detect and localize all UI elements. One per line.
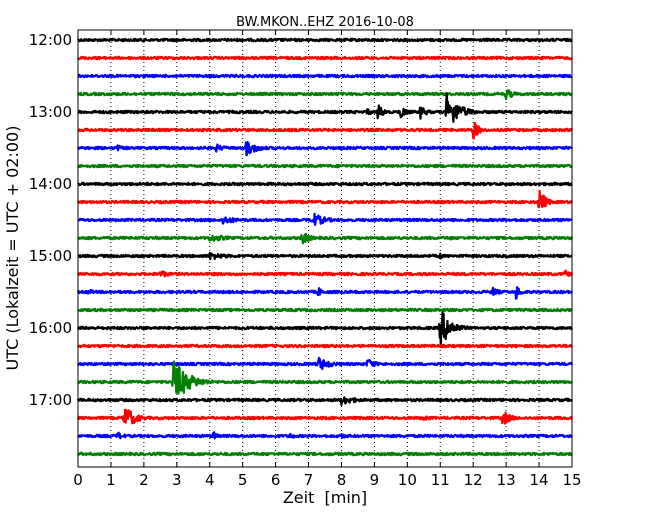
trace-1430 — [77, 212, 573, 226]
y-axis-label: UTC (Lokalzeit = UTC + 02:00) — [3, 126, 22, 371]
x-tick-label: 4 — [205, 471, 215, 489]
y-tick-label: 13:00 — [29, 103, 72, 121]
trace-1700 — [76, 396, 574, 406]
x-tick-label: 0 — [73, 471, 83, 489]
x-tick-label: 10 — [398, 471, 417, 489]
grid-lines — [110, 30, 540, 467]
x-tick-label: 1 — [106, 471, 116, 489]
trace-1730 — [76, 431, 573, 440]
seismic-traces — [76, 37, 574, 457]
x-tick-label: 7 — [304, 471, 314, 489]
plot-frame — [77, 29, 573, 468]
y-tick-label: 17:00 — [29, 391, 72, 409]
trace-1445 — [77, 232, 574, 245]
trace-1630 — [77, 356, 574, 371]
trace-1315 — [77, 121, 573, 140]
x-tick-label: 13 — [497, 471, 516, 489]
trace-1645 — [77, 360, 573, 395]
trace-1330 — [76, 140, 573, 157]
trace-1715 — [76, 408, 574, 425]
x-tick-label: 6 — [271, 471, 281, 489]
y-tick-label: 16:00 — [29, 319, 72, 337]
x-axis-label: Zeit [min] — [283, 488, 367, 507]
x-tick-label: 2 — [139, 471, 149, 489]
y-tick-label: 12:00 — [29, 31, 72, 49]
y-tick-label: 15:00 — [29, 247, 72, 265]
trace-1545 — [77, 307, 573, 313]
x-tick-label: 8 — [337, 471, 347, 489]
y-tick-label: 14:00 — [29, 175, 72, 193]
trace-1515 — [76, 269, 574, 278]
trace-1530 — [76, 286, 574, 300]
trace-1230 — [77, 73, 573, 79]
x-tick-label: 9 — [370, 471, 380, 489]
x-tick-label: 11 — [431, 471, 450, 489]
trace-1300 — [77, 92, 574, 123]
x-tick-label: 3 — [172, 471, 182, 489]
x-tick-label: 14 — [530, 471, 549, 489]
trace-1345 — [77, 163, 573, 169]
x-tick-label: 15 — [562, 471, 581, 489]
trace-1200 — [77, 37, 573, 43]
trace-1745 — [77, 451, 573, 457]
trace-1400 — [77, 181, 573, 187]
trace-1615 — [76, 343, 573, 349]
trace-1415 — [77, 189, 573, 209]
trace-1215 — [77, 55, 573, 61]
x-tick-label: 12 — [464, 471, 483, 489]
chart-title: BW.MKON..EHZ 2016-10-08 — [236, 15, 414, 30]
x-tick-label: 5 — [238, 471, 248, 489]
y-axis-ticks: 12:00 13:00 14:00 15:00 16:00 17:00 — [29, 31, 572, 409]
trace-1245 — [77, 89, 573, 101]
x-axis-ticks: 0 1 2 3 4 5 6 7 8 9 10 11 12 13 14 15 — [73, 30, 582, 489]
trace-1500 — [77, 251, 573, 261]
trace-1600 — [76, 310, 574, 348]
